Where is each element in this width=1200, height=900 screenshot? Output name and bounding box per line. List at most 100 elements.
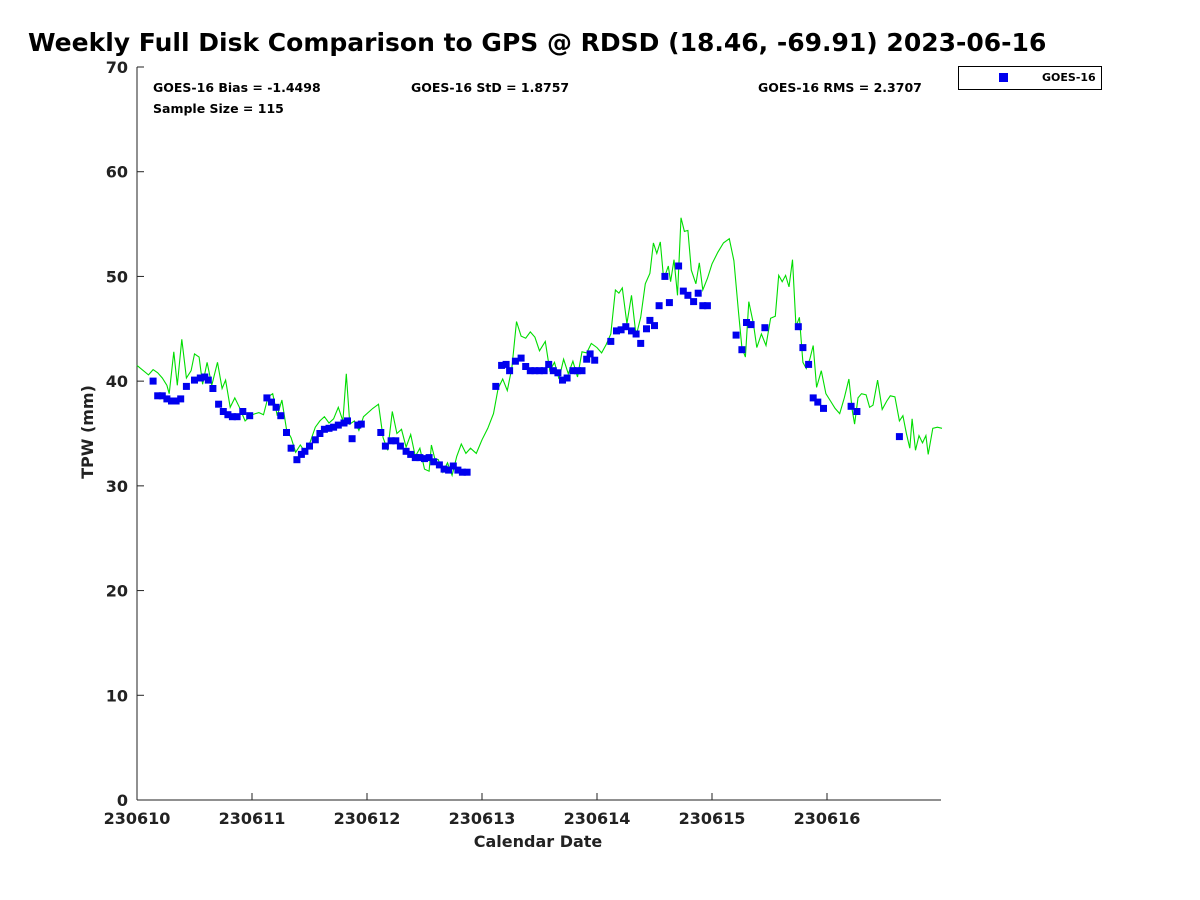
goes16-point xyxy=(320,425,328,433)
goes16-point xyxy=(747,321,755,329)
x-tick-label: 230612 xyxy=(334,809,401,828)
goes16-point xyxy=(675,262,683,270)
goes16-point xyxy=(574,367,581,375)
goes16-point xyxy=(396,442,404,450)
chart-title: Weekly Full Disk Comparison to GPS @ RDS… xyxy=(28,28,1047,57)
goes16-point xyxy=(549,367,557,375)
goes16-point xyxy=(287,444,295,452)
goes16-point xyxy=(430,458,438,466)
goes16-point xyxy=(531,367,539,375)
y-tick-label: 60 xyxy=(106,163,128,182)
goes16-point xyxy=(277,412,285,420)
goes16-point xyxy=(196,374,204,382)
goes16-point xyxy=(617,326,625,334)
goes16-point xyxy=(607,337,615,345)
goes16-point xyxy=(578,367,586,375)
goes16-point xyxy=(381,442,389,450)
y-tick-label: 30 xyxy=(106,477,128,496)
goes16-point xyxy=(402,447,410,455)
goes16-point xyxy=(545,360,553,368)
goes16-point xyxy=(449,462,457,470)
goes16-point xyxy=(440,465,448,473)
goes16-point xyxy=(172,397,180,405)
goes16-point xyxy=(158,392,166,400)
sample-size-stat: Sample Size = 115 xyxy=(153,101,284,116)
goes16-point xyxy=(684,291,692,299)
goes16-point xyxy=(209,385,217,392)
goes16-point xyxy=(703,302,711,310)
goes16-point xyxy=(591,356,599,364)
goes16-point xyxy=(526,367,534,375)
goes16-point xyxy=(699,302,707,310)
goes16-point xyxy=(563,374,571,382)
goes16-point xyxy=(392,437,400,445)
goes16-point xyxy=(511,357,519,365)
goes16-point xyxy=(814,398,822,406)
goes16-point xyxy=(694,289,702,297)
goes16-point xyxy=(239,408,247,415)
goes16-point xyxy=(506,367,514,375)
goes16-point xyxy=(224,411,232,419)
goes16-point xyxy=(522,363,530,370)
goes16-point xyxy=(168,397,175,405)
goes16-point xyxy=(498,361,506,369)
goes16-point xyxy=(586,350,594,358)
goes16-point xyxy=(569,367,577,375)
goes16-point xyxy=(233,413,241,421)
bias-stat: GOES-16 Bias = -1.4498 xyxy=(153,80,321,95)
goes16-point xyxy=(293,456,301,464)
goes16-point xyxy=(325,424,333,432)
goes16-point xyxy=(377,429,385,436)
x-tick-label: 230614 xyxy=(564,809,631,828)
goes16-point xyxy=(454,466,462,474)
goes16-point xyxy=(853,408,861,415)
goes16-point xyxy=(163,395,171,403)
x-axis-label: Calendar Date xyxy=(474,832,603,851)
goes16-point xyxy=(554,369,562,377)
goes16-point xyxy=(344,417,351,425)
goes16-point xyxy=(643,325,650,333)
y-tick-label: 10 xyxy=(106,686,128,705)
goes16-point xyxy=(177,395,185,403)
goes16-point xyxy=(411,454,419,462)
goes16-point xyxy=(246,412,254,420)
goes16-point xyxy=(204,376,212,384)
legend-label-goes16: GOES-16 xyxy=(1042,71,1096,84)
goes16-point xyxy=(632,330,640,338)
goes16-point xyxy=(655,302,663,310)
goes16-point xyxy=(306,442,313,450)
y-tick-label: 40 xyxy=(106,372,128,391)
goes16-point xyxy=(743,319,750,326)
std-stat: GOES-16 StD = 1.8757 xyxy=(411,80,570,95)
goes16-point xyxy=(435,461,443,469)
goes16-point xyxy=(330,423,338,431)
goes16-point xyxy=(421,455,428,463)
goes16-point xyxy=(348,435,356,443)
goes16-point xyxy=(637,339,645,347)
goes16-point xyxy=(316,430,324,437)
goes16-point xyxy=(517,354,525,362)
goes16-point xyxy=(268,398,275,406)
goes16-point xyxy=(357,420,365,428)
goes16-point xyxy=(613,327,620,335)
x-tick-label: 230615 xyxy=(679,809,746,828)
goes16-point xyxy=(191,376,198,384)
goes16-point xyxy=(149,377,157,385)
goes16-point xyxy=(492,382,500,390)
goes16-point xyxy=(311,436,319,444)
goes16-point xyxy=(154,392,162,400)
goes16-point xyxy=(445,466,453,474)
goes16-point xyxy=(794,323,802,331)
y-tick-label: 50 xyxy=(106,267,128,286)
goes16-point xyxy=(847,402,855,410)
x-tick-label: 230616 xyxy=(794,809,861,828)
goes16-point xyxy=(283,429,290,436)
goes16-point xyxy=(387,437,395,445)
x-tick-label: 230610 xyxy=(104,809,171,828)
goes16-point xyxy=(425,454,433,462)
rms-stat: GOES-16 RMS = 2.3707 xyxy=(758,80,922,95)
goes16-point xyxy=(646,316,654,324)
goes16-point xyxy=(665,299,673,307)
goes16-point xyxy=(559,376,566,384)
y-axis-label: TPW (mm) xyxy=(78,385,97,479)
